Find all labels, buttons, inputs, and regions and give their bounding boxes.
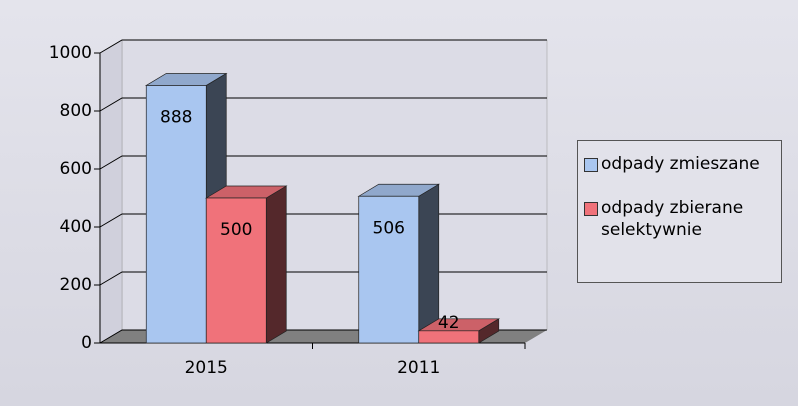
- legend-item: odpady zmieszane: [584, 153, 775, 175]
- bar: [417, 318, 501, 344]
- data-label: 500: [220, 220, 252, 240]
- bar-front: [418, 330, 480, 344]
- grid-line: [99, 155, 547, 170]
- side-wall: [99, 39, 123, 344]
- bar-front: [358, 195, 420, 344]
- y-tick-label: 400: [60, 217, 92, 237]
- grid-line: [99, 39, 547, 54]
- legend-label: odpady zbierane selektywnie: [601, 198, 744, 240]
- y-tick-label: 1000: [49, 43, 92, 63]
- y-tick-label: 800: [60, 101, 92, 121]
- bar-front: [145, 85, 207, 344]
- legend-label: odpady zmieszane: [601, 154, 760, 174]
- x-tick-label: 2011: [397, 358, 440, 378]
- data-label: 506: [373, 218, 405, 238]
- bar-side: [418, 183, 440, 344]
- y-tick-label: 0: [81, 333, 92, 353]
- legend: odpady zmieszane odpady zbierane selektyw…: [577, 140, 782, 283]
- bar: [204, 185, 288, 344]
- data-label: 888: [160, 107, 192, 127]
- legend-item: odpady zbierane selektywnie: [584, 197, 775, 241]
- y-tick-label: 600: [60, 159, 92, 179]
- data-label: 42: [438, 313, 460, 333]
- bar-side: [265, 185, 287, 344]
- bar-front: [205, 197, 267, 344]
- bar: [357, 183, 441, 344]
- grid-line: [99, 97, 547, 112]
- y-tick-label: 200: [60, 275, 92, 295]
- x-tick-label: 2015: [185, 358, 228, 378]
- legend-swatch: [584, 158, 598, 172]
- legend-swatch: [584, 202, 598, 216]
